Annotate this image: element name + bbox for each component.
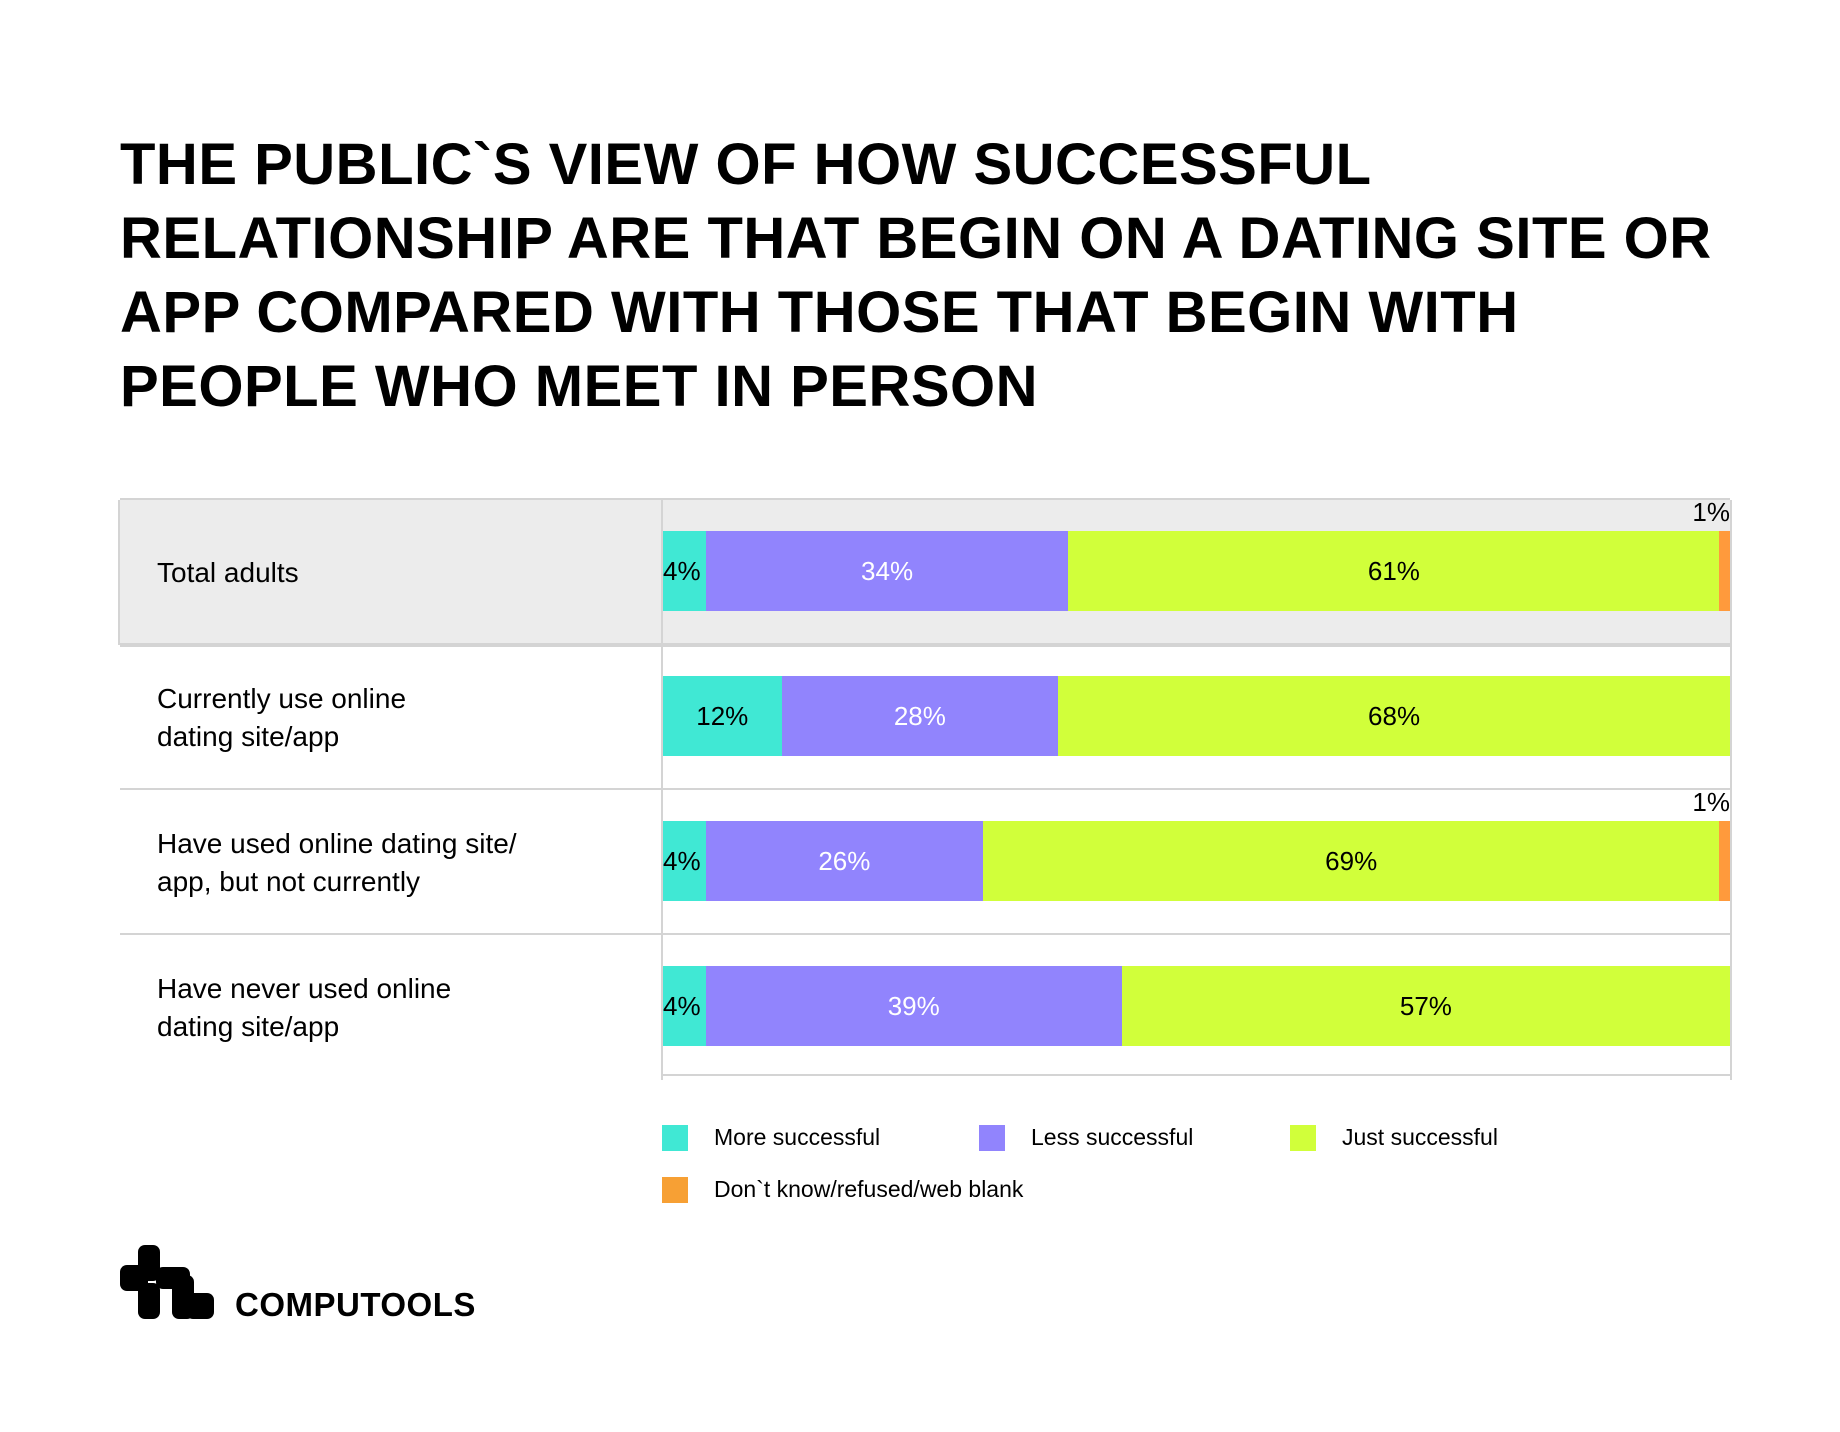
legend-item: More successful	[662, 1124, 880, 1151]
legend-item: Just successful	[1290, 1124, 1498, 1151]
data-label: 28%	[893, 700, 946, 731]
category-label: Have used online dating site/ app, but n…	[157, 827, 517, 897]
data-label: 34%	[861, 555, 914, 586]
bar-segment: 61%	[1068, 531, 1720, 611]
data-label: 1%	[1692, 497, 1730, 527]
bar-segment: 57%	[1121, 966, 1730, 1046]
legend-label: More successful	[714, 1124, 881, 1150]
legend-swatch	[1290, 1124, 1316, 1151]
data-label: 39%	[887, 990, 940, 1021]
bar-segment: 1%	[1692, 497, 1730, 611]
bar-segment: 39%	[705, 966, 1122, 1046]
chart-row: Currently use online dating site/app 12% 2…	[120, 643, 1732, 790]
data-label: 57%	[1399, 990, 1452, 1021]
stacked-bar: 4% 34% 61% 1%	[663, 497, 1730, 611]
category-label: Have never used online dating site/app	[157, 972, 452, 1042]
chart-title: THE PUBLIC`S VIEW OF HOW SUCCESSFUL RELA…	[120, 132, 1712, 419]
bar-segment: 68%	[1058, 676, 1730, 756]
row-label-cell: Currently use online dating site/app	[120, 645, 661, 790]
data-label: 4%	[663, 845, 701, 876]
legend-swatch	[662, 1124, 688, 1151]
legend-label: Don`t know/refused/web blank	[714, 1176, 1024, 1202]
legend-item: Don`t know/refused/web blank	[662, 1176, 1023, 1203]
data-label: 26%	[818, 845, 871, 876]
bar-segment: 34%	[705, 531, 1069, 611]
computools-logo-icon	[120, 1245, 214, 1319]
row-label-cell: Total adults	[118, 500, 661, 645]
brand-name: COMPUTOOLS	[235, 1286, 476, 1323]
legend-label: Just successful	[1342, 1124, 1498, 1150]
bar-segment: 4%	[663, 821, 706, 901]
chart-row: Total adults 4% 34% 61% 1%	[118, 497, 1732, 647]
data-label: 69%	[1325, 845, 1378, 876]
chart-row: Have never used online dating site/app 4%…	[120, 933, 1732, 1080]
row-label-cell: Have never used online dating site/app	[120, 935, 661, 1080]
bar-cell: 4% 39% 57%	[661, 935, 1732, 1080]
chart-row: Have used online dating site/ app, but n…	[120, 787, 1732, 935]
bar-segment: 4%	[663, 966, 706, 1046]
row-label-cell: Have used online dating site/ app, but n…	[120, 790, 661, 935]
data-label: 68%	[1368, 700, 1421, 731]
bar-cell: 4% 34% 61% 1%	[661, 497, 1732, 645]
bar-segment: 28%	[781, 676, 1059, 756]
bar-segment: 4%	[663, 531, 706, 611]
category-label: Currently use online dating site/app	[157, 682, 407, 752]
data-label: 12%	[696, 700, 749, 731]
legend-swatch	[662, 1176, 688, 1203]
bar-segment: 1%	[1692, 787, 1730, 901]
bar-cell: 4% 26% 69% 1%	[661, 787, 1732, 935]
category-label: Total adults	[157, 556, 299, 588]
data-label: 4%	[663, 555, 701, 586]
legend-swatch	[979, 1124, 1005, 1151]
data-label: 61%	[1367, 555, 1420, 586]
table-bottom-border	[661, 1074, 1730, 1076]
data-label: 1%	[1692, 787, 1730, 817]
bar-cell: 12% 28% 68%	[661, 645, 1732, 790]
stacked-bar: 4% 39% 57%	[663, 966, 1730, 1046]
legend-item: Less successful	[979, 1124, 1193, 1151]
bar-segment: 26%	[705, 821, 984, 901]
legend-label: Less successful	[1031, 1124, 1194, 1150]
data-label: 4%	[663, 990, 701, 1021]
stacked-bar: 4% 26% 69% 1%	[663, 787, 1730, 901]
bar-segment: 69%	[983, 821, 1720, 901]
chart-table: Total adults 4% 34% 61% 1% Currently use onli…	[118, 497, 1732, 1080]
stacked-bar: 12% 28% 68%	[663, 676, 1730, 756]
bar-segment: 12%	[663, 676, 782, 756]
